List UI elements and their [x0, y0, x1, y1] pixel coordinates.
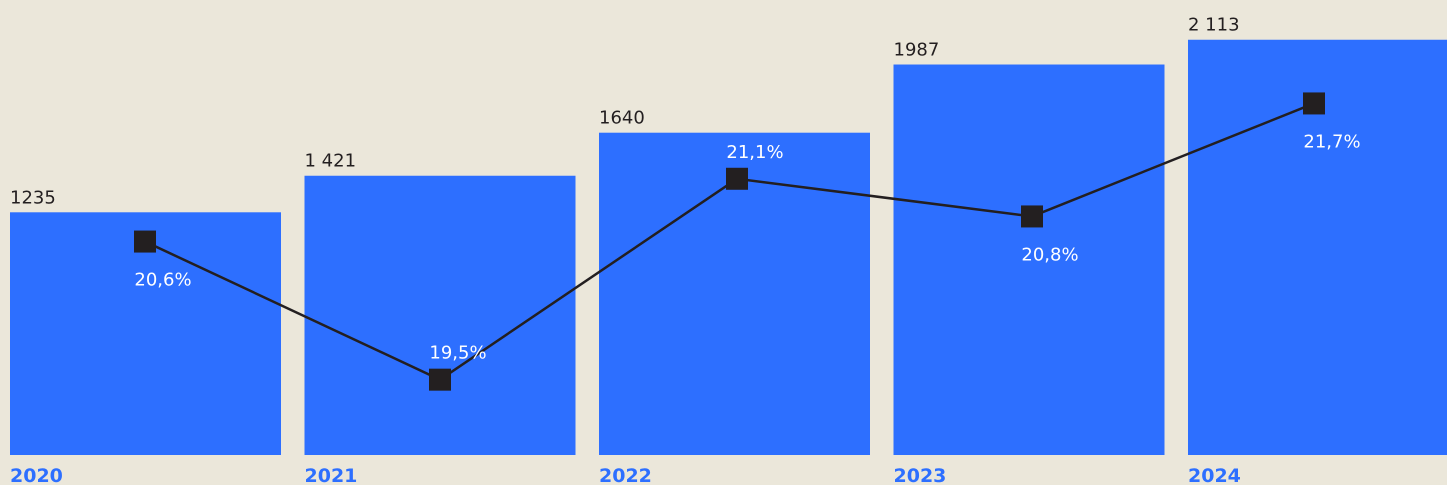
bar	[893, 64, 1165, 456]
bar	[304, 175, 576, 455]
bar-value-label: 1235	[10, 187, 56, 208]
x-tick-label: 2023	[894, 465, 947, 485]
x-tick-label: 2022	[599, 465, 652, 485]
x-tick-label: 2021	[305, 465, 358, 485]
line-value-label: 21,1%	[726, 142, 783, 163]
bar-value-label: 2 113	[1188, 15, 1240, 36]
bar-value-label: 1640	[599, 108, 645, 129]
line-marker	[726, 167, 748, 190]
line-marker	[1303, 92, 1325, 115]
line-value-label: 20,8%	[1021, 244, 1078, 265]
line-marker	[1021, 205, 1043, 228]
x-tick-label: 2024	[1188, 465, 1241, 485]
line-value-label: 21,7%	[1303, 131, 1360, 152]
line-value-label: 20,6%	[134, 270, 191, 291]
x-tick-label: 2020	[10, 465, 63, 485]
line-marker	[134, 230, 156, 253]
bar	[10, 212, 281, 455]
line-value-label: 19,5%	[429, 343, 486, 364]
bar-value-label: 1 421	[305, 151, 357, 172]
bar-value-label: 1987	[894, 40, 940, 61]
line-marker	[429, 368, 451, 391]
